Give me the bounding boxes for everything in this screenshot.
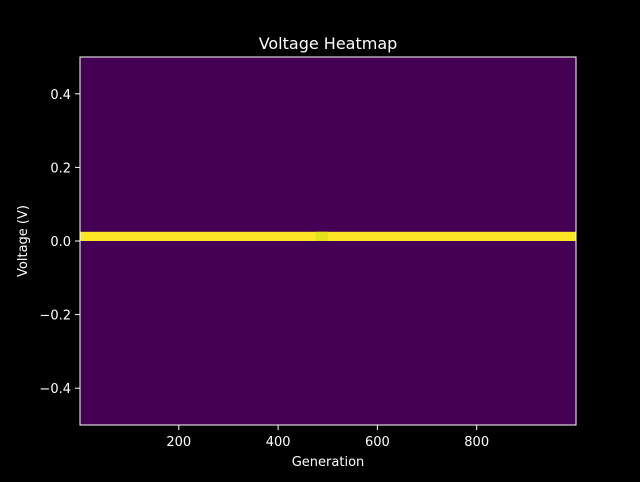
x-tick-label: 400 (266, 435, 291, 450)
y-tick-label: 0.0 (50, 235, 71, 250)
heatmap-band-anomaly (315, 231, 328, 241)
plot-area (79, 56, 577, 426)
x-tick-label: 800 (464, 435, 489, 450)
x-tick-label: 200 (166, 435, 191, 450)
x-tick-label: 600 (365, 435, 390, 450)
y-tick-label: 0.4 (50, 88, 71, 103)
heatmap-band (80, 231, 576, 241)
y-tick-label: −0.4 (39, 382, 71, 397)
y-tick-label: 0.2 (50, 161, 71, 176)
x-axis-label: Generation (292, 455, 365, 470)
y-axis-ticks: 0.4 0.2 0.0 −0.2 −0.4 (39, 88, 80, 397)
chart-title: Voltage Heatmap (259, 34, 398, 53)
x-axis-ticks: 200 400 600 800 (166, 425, 489, 450)
y-tick-label: −0.2 (39, 309, 71, 324)
y-axis-label: Voltage (V) (16, 205, 31, 277)
